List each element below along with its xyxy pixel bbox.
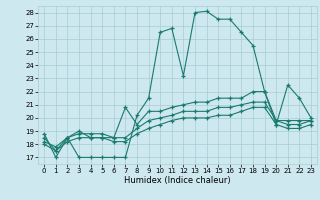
X-axis label: Humidex (Indice chaleur): Humidex (Indice chaleur): [124, 176, 231, 185]
